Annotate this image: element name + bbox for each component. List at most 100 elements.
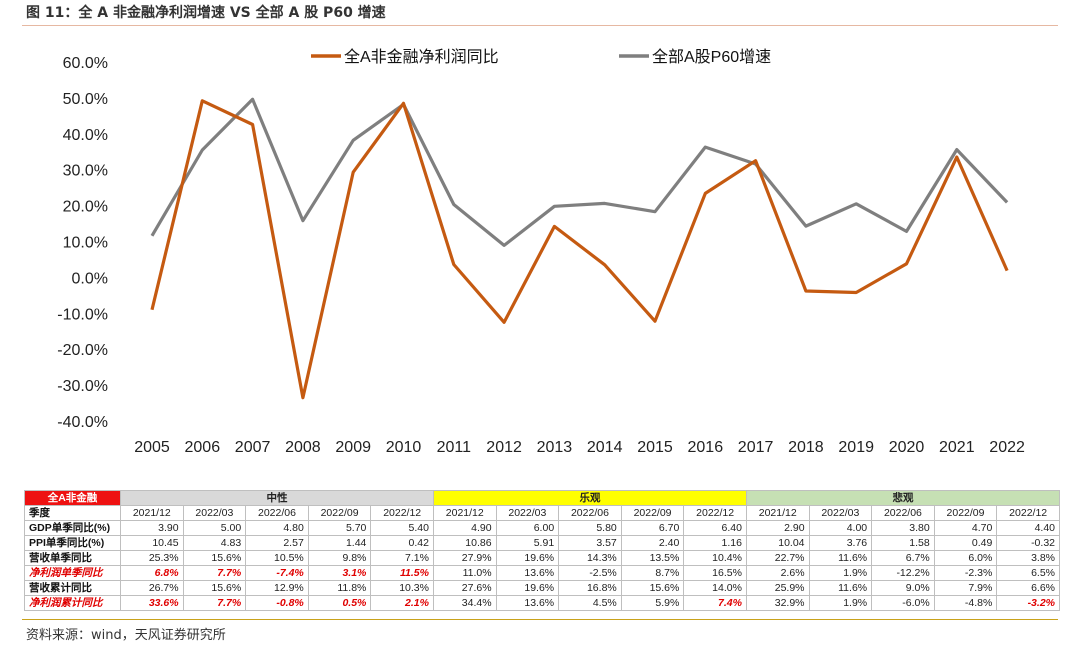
table-cell: 12.9% — [245, 580, 309, 596]
y-tick-label: -20.0% — [57, 342, 108, 359]
table-cell: 1.44 — [307, 535, 372, 551]
y-tick-label: -30.0% — [57, 378, 108, 395]
table-cell: 4.83 — [182, 535, 247, 551]
y-tick-label: -40.0% — [57, 414, 108, 431]
table-cell: 5.80 — [558, 520, 622, 536]
legend-label: 全A非金融净利润同比 — [344, 48, 499, 66]
quarter-cell: 2022/12 — [683, 505, 747, 521]
table-cell: 16.8% — [558, 580, 622, 596]
x-tick-label: 2020 — [889, 439, 925, 456]
x-tick-label: 2015 — [637, 439, 673, 456]
quarter-cell: 2021/12 — [432, 505, 497, 521]
x-tick-label: 2019 — [838, 439, 874, 456]
table-cell: 15.6% — [620, 580, 685, 596]
table-row: PPI单季同比(%) 10.45 4.83 2.57 1.44 0.42 10.86 5.91… — [24, 535, 1060, 551]
table-cell: 1.9% — [808, 565, 873, 581]
table-cell: 0.42 — [370, 535, 434, 551]
table-cell: 3.57 — [558, 535, 622, 551]
quarter-cell: 2022/03 — [182, 505, 247, 521]
table-row: 净利润单季同比 6.8% 7.7% -7.4% 3.1% 11.5% 11.0% 13.6% -… — [24, 565, 1060, 581]
table-cell: 2.57 — [245, 535, 309, 551]
table-cell: 32.9% — [745, 595, 810, 611]
table-row: 净利润累计同比 33.6% 7.7% -0.8% 0.5% 2.1% 34.4% 13.6% 4… — [24, 595, 1060, 611]
x-tick-label: 2018 — [788, 439, 824, 456]
table-cell: 6.7% — [871, 550, 935, 566]
table-cell: 11.6% — [808, 580, 873, 596]
table-cell: 1.9% — [808, 595, 873, 611]
table-cell: -2.5% — [558, 565, 622, 581]
table-cell: 9.0% — [871, 580, 935, 596]
table-corner-cell: 全A非金融 — [24, 490, 121, 506]
scenario-header-cell: 中性 — [120, 490, 434, 506]
table-cell: 10.5% — [245, 550, 309, 566]
row-label: PPI单季同比(%) — [24, 535, 121, 551]
table-cell: 6.8% — [120, 565, 184, 581]
table-cell: 19.6% — [495, 550, 560, 566]
x-tick-label: 2005 — [134, 439, 170, 456]
y-tick-label: 60.0% — [63, 55, 108, 72]
table-cell: 15.6% — [182, 580, 247, 596]
table-cell: 11.0% — [432, 565, 497, 581]
forecast-table: 全A非金融 中性 乐观 悲观 季度 2021/12 2022/03 2022/06 2022/0… — [24, 490, 1061, 611]
y-tick-label: 10.0% — [63, 235, 108, 252]
quarter-cell: 2022/03 — [495, 505, 560, 521]
table-cell: 11.6% — [808, 550, 873, 566]
table-cell: 2.6% — [745, 565, 810, 581]
table-quarter-row: 季度 2021/12 2022/03 2022/06 2022/09 2022/12 202… — [24, 505, 1060, 521]
table-cell: 1.16 — [683, 535, 747, 551]
table-cell: -12.2% — [871, 565, 935, 581]
table-cell: 7.7% — [182, 565, 247, 581]
x-tick-label: 2021 — [939, 439, 975, 456]
table-cell: 9.8% — [307, 550, 372, 566]
quarter-cell: 2022/09 — [307, 505, 372, 521]
table-cell: 7.1% — [370, 550, 434, 566]
table-cell: 7.4% — [683, 595, 747, 611]
table-cell: -3.2% — [996, 595, 1060, 611]
source-divider — [22, 619, 1058, 620]
table-cell: 4.80 — [245, 520, 309, 536]
table-cell: 13.6% — [495, 565, 560, 581]
quarter-cell: 2022/12 — [370, 505, 434, 521]
quarter-cell: 2022/06 — [245, 505, 309, 521]
table-cell: 8.7% — [620, 565, 685, 581]
table-cell: 3.80 — [871, 520, 935, 536]
table-cell: 3.76 — [808, 535, 873, 551]
table-cell: 4.5% — [558, 595, 622, 611]
line-chart: 60.0% 50.0% 40.0% 30.0% 20.0% 10.0% 0.0% -10.0%… — [57, 48, 1025, 456]
x-tick-label: 2007 — [235, 439, 271, 456]
table-cell: 15.6% — [182, 550, 247, 566]
table-cell: 0.5% — [307, 595, 372, 611]
table-cell: 4.00 — [808, 520, 873, 536]
table-cell: 22.7% — [745, 550, 810, 566]
table-cell: 16.5% — [683, 565, 747, 581]
x-tick-label: 2012 — [486, 439, 522, 456]
forecast-table-wrapper: 全A非金融 中性 乐观 悲观 季度 2021/12 2022/03 2022/06 2022/0… — [24, 490, 1061, 611]
table-cell: 7.7% — [182, 595, 247, 611]
x-tick-label: 2022 — [989, 439, 1025, 456]
table-cell: 0.49 — [933, 535, 998, 551]
table-row: 营收单季同比 25.3% 15.6% 10.5% 9.8% 7.1% 27.9% 19.6% 1… — [24, 550, 1060, 566]
table-cell: 6.70 — [620, 520, 685, 536]
x-tick-label: 2006 — [185, 439, 221, 456]
y-tick-label: -10.0% — [57, 306, 108, 323]
quarter-cell: 2022/03 — [808, 505, 873, 521]
row-label: GDP单季同比(%) — [24, 520, 121, 536]
x-tick-label: 2014 — [587, 439, 623, 456]
table-cell: -6.0% — [871, 595, 935, 611]
table-cell: 6.5% — [996, 565, 1060, 581]
table-cell: 27.6% — [432, 580, 497, 596]
row-label: 季度 — [24, 505, 121, 521]
quarter-cell: 2022/06 — [871, 505, 935, 521]
figure-title: 图 11：全 A 非金融净利润增速 VS 全部 A 股 P60 增速 — [26, 5, 386, 21]
table-cell: 33.6% — [120, 595, 184, 611]
row-label: 净利润累计同比 — [24, 595, 121, 611]
table-cell: -7.4% — [245, 565, 309, 581]
row-label: 净利润单季同比 — [24, 565, 121, 581]
table-group-row: 全A非金融 中性 乐观 悲观 — [24, 490, 1061, 506]
quarter-cell: 2022/09 — [933, 505, 998, 521]
quarter-cell: 2022/06 — [558, 505, 622, 521]
series-line — [150, 97, 1009, 247]
scenario-header-cell: 悲观 — [745, 490, 1061, 506]
row-label: 营收累计同比 — [24, 580, 121, 596]
table-cell: 26.7% — [120, 580, 184, 596]
